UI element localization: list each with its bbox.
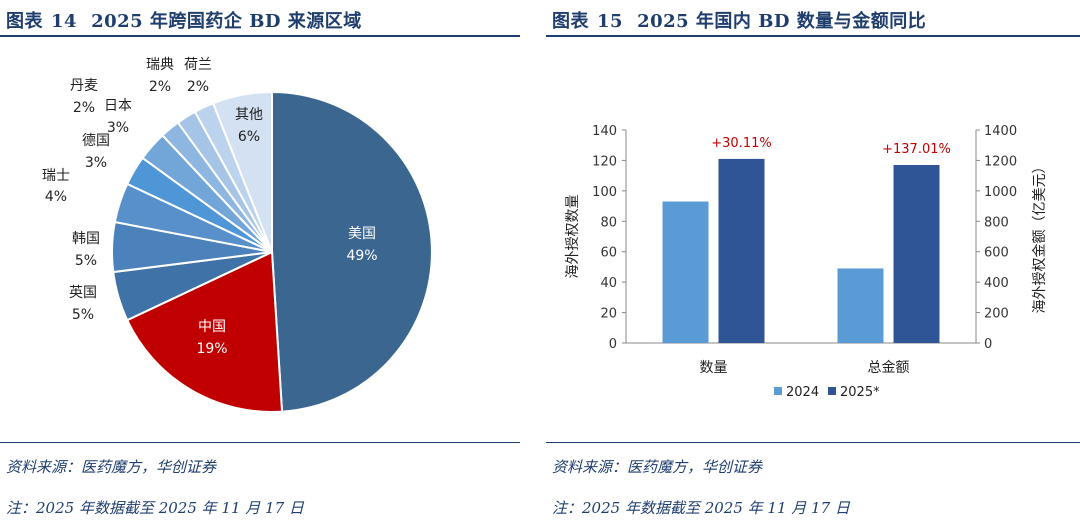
left-title-rule <box>0 35 520 37</box>
legend-swatch-1 <box>828 387 836 395</box>
pie-label-1: 中国 <box>198 319 226 335</box>
right-tick-label-0: 0 <box>984 337 992 352</box>
left-tick-label-0: 0 <box>609 337 617 352</box>
pie-value-2: 5% <box>72 307 94 323</box>
pie-value-4: 4% <box>45 189 67 205</box>
left-tick-label-4: 80 <box>600 215 617 230</box>
left-bottom-rule <box>0 442 520 443</box>
right-axis-title: 海外授权金额（亿美元） <box>1032 160 1048 314</box>
right-source-note: 资料来源：医药魔方，华创证券 <box>552 458 763 476</box>
left-figure-title: 图表 14 2025 年跨国药企 BD 来源区域 <box>6 7 362 33</box>
right-tick-label-5: 1000 <box>984 185 1017 200</box>
pie-value-3: 5% <box>75 253 97 269</box>
legend-swatch-0 <box>774 387 782 395</box>
left-tick-label-3: 60 <box>600 246 617 261</box>
pie-value-5: 3% <box>85 155 107 171</box>
left-date-note: 注：2025 年数据截至 2025 年 11 月 17 日 <box>6 499 304 517</box>
right-tick-label-7: 1400 <box>984 124 1017 139</box>
left-tick-label-2: 40 <box>600 276 617 291</box>
right-figure-panel: 图表 15 2025 年国内 BD 数量与金额同比 0 20 40 60 80 100 120 1… <box>546 0 1080 522</box>
pie-chart: 美国49%中国19%英国5%韩国5%瑞士4%德国3%日本3%丹麦2%瑞典2%荷兰… <box>42 57 433 413</box>
right-title-number: 15 <box>597 11 624 32</box>
growth-annotation-0: +30.11% <box>711 136 771 151</box>
left-axis-title: 海外授权数量 <box>565 195 581 279</box>
bar-chart: 0204060801001201400200400600800100012001… <box>565 124 1048 400</box>
pie-label-10: 其他 <box>235 107 263 123</box>
right-date-note: 注：2025 年数据截至 2025 年 11 月 17 日 <box>552 499 850 517</box>
pie-label-5: 德国 <box>82 133 110 149</box>
bar-1-1 <box>893 164 940 343</box>
pie-value-7: 2% <box>73 100 95 116</box>
category-label-1: 总金额 <box>868 360 910 376</box>
left-tick-label-6: 120 <box>592 154 617 169</box>
pie-value-1: 19% <box>196 341 227 357</box>
left-figure-panel: 图表 14 2025 年跨国药企 BD 来源区域 美国 49% 中国 19% 英国 5% 韩国 5… <box>0 0 520 522</box>
left-title-text: 2025 年跨国药企 BD 来源区域 <box>91 11 362 32</box>
pie-value-6: 3% <box>107 120 129 136</box>
left-source-note: 资料来源：医药魔方，华创证券 <box>6 458 217 476</box>
bar-0-1 <box>718 158 765 343</box>
left-tick-label-5: 100 <box>592 185 617 200</box>
right-tick-label-1: 200 <box>984 307 1009 322</box>
pie-label-4: 瑞士 <box>42 168 70 184</box>
pie-label-7: 丹麦 <box>70 78 98 94</box>
pie-value-10: 6% <box>238 129 260 145</box>
pie-label-6: 日本 <box>104 98 132 114</box>
right-tick-label-2: 400 <box>984 276 1009 291</box>
pie-label-0: 美国 <box>348 226 376 242</box>
growth-annotation-1: +137.01% <box>882 142 951 157</box>
right-tick-label-3: 600 <box>984 246 1009 261</box>
right-title-text: 2025 年国内 BD 数量与金额同比 <box>637 11 927 32</box>
pie-label-8: 瑞典 <box>146 57 174 73</box>
right-tick-label-6: 1200 <box>984 154 1017 169</box>
left-tick-label-1: 20 <box>600 307 617 322</box>
pie-slice-1 <box>125 250 284 413</box>
pie-label-9: 荷兰 <box>184 57 212 73</box>
pie-slice-10 <box>211 90 273 253</box>
bar-1-0 <box>837 268 884 343</box>
right-figure-title: 图表 15 2025 年国内 BD 数量与金额同比 <box>552 7 926 33</box>
left-title-prefix: 图表 <box>6 11 43 32</box>
right-title-prefix: 图表 <box>552 11 589 32</box>
legend-label-1: 2025* <box>840 385 880 400</box>
bar-0-0 <box>662 201 709 343</box>
category-label-0: 数量 <box>700 360 728 376</box>
left-tick-label-7: 140 <box>592 124 617 139</box>
left-title-number: 14 <box>51 11 78 32</box>
pie-value-9: 2% <box>187 79 209 95</box>
right-title-rule <box>546 35 1080 37</box>
right-tick-label-4: 800 <box>984 215 1009 230</box>
legend-label-0: 2024 <box>786 385 819 400</box>
right-bottom-rule <box>546 442 1080 443</box>
pie-label-3: 韩国 <box>72 231 100 247</box>
pie-slice-0 <box>271 90 433 413</box>
pie-value-0: 49% <box>346 248 377 264</box>
pie-label-2: 英国 <box>69 284 97 301</box>
pie-value-8: 2% <box>149 79 171 95</box>
